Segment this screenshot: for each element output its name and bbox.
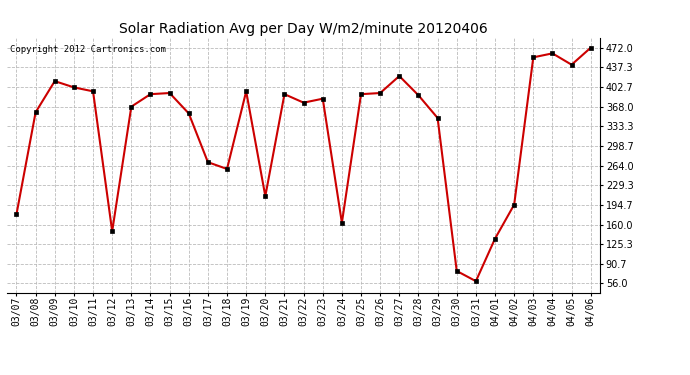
- Text: Copyright 2012 Cartronics.com: Copyright 2012 Cartronics.com: [10, 45, 166, 54]
- Title: Solar Radiation Avg per Day W/m2/minute 20120406: Solar Radiation Avg per Day W/m2/minute …: [119, 22, 488, 36]
